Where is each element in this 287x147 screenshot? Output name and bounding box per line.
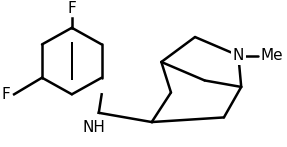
Text: N: N [233, 48, 244, 63]
Text: F: F [1, 87, 10, 102]
Text: F: F [67, 1, 76, 16]
Text: Me: Me [261, 48, 284, 63]
Text: NH: NH [83, 120, 105, 135]
